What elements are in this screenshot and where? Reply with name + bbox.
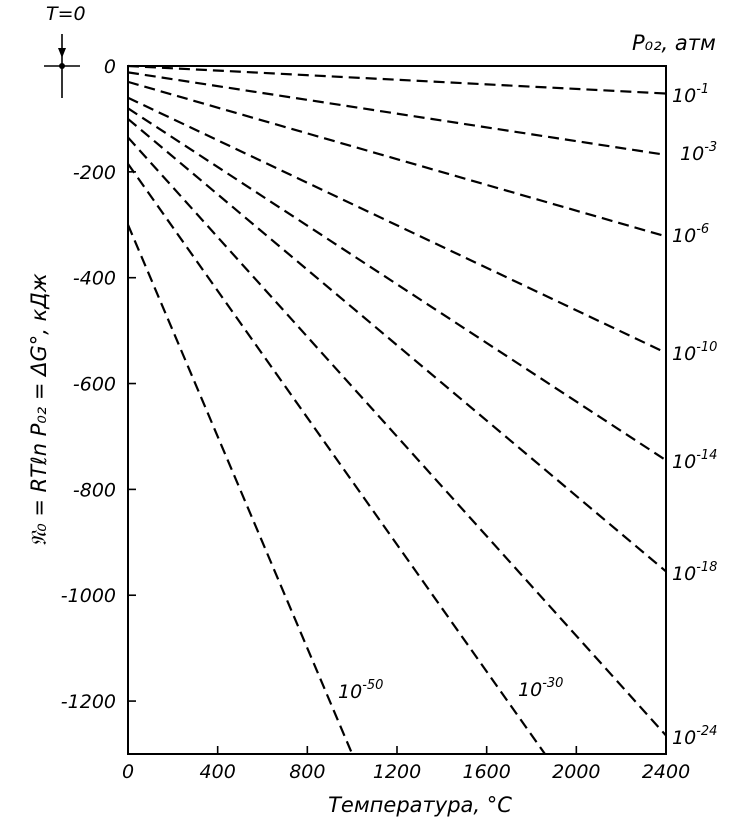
right-axis-title: P₀₂, атм	[632, 31, 716, 55]
x-tick-label: 2000	[552, 761, 600, 783]
y-tick-label: -400	[73, 268, 116, 290]
series-line-0	[127, 64, 667, 95]
y-tick-label: -1200	[61, 691, 116, 713]
series-line-7	[127, 163, 546, 755]
series-line-5	[127, 118, 667, 573]
y-tick-label: -200	[73, 162, 116, 184]
series-line-3	[127, 96, 667, 354]
series-label-0: 10-1	[672, 82, 709, 107]
series-line-2	[127, 80, 667, 238]
series-lines	[126, 64, 667, 755]
y-axis-title: 𝔑₀ = RTℓn P₀₂ = ΔG°, кДж	[27, 273, 51, 546]
series-label-3: 10-10	[672, 340, 717, 365]
series-label-1: 10-3	[680, 140, 717, 165]
x-axis-ticks: 0 400 800 1200 1600 2000 2400	[122, 746, 690, 783]
series-label-4: 10-14	[672, 448, 717, 473]
series-label-2: 10-6	[672, 222, 709, 247]
y-tick-label: 0	[104, 56, 116, 78]
corner-label: T=0	[46, 3, 86, 25]
series-line-4	[127, 107, 667, 462]
x-axis-title: Температура, °С	[328, 793, 512, 817]
series-label-7: 10-30	[518, 676, 563, 701]
series-label-5: 10-18	[672, 560, 717, 585]
y-tick-label: -600	[73, 374, 116, 396]
t-zero-marker	[44, 34, 80, 98]
x-tick-label: 1600	[462, 761, 510, 783]
series-label-8: 10-50	[338, 678, 383, 703]
x-tick-label: 0	[122, 761, 134, 783]
x-tick-label: 1200	[373, 761, 421, 783]
plot-frame	[127, 65, 667, 755]
series-label-6: 10-24	[672, 724, 717, 749]
series-line-8	[126, 224, 354, 755]
series-labels: 10-1 10-3 10-6 10-10 10-14 10-18 10-24 10-30 10-…	[338, 82, 717, 749]
y-tick-label: -800	[73, 479, 116, 501]
series-line-6	[127, 136, 667, 737]
y-tick-label: -1000	[61, 585, 116, 607]
x-tick-label: 400	[200, 761, 236, 783]
y-axis-ticks: 0 -200 -400 -600 -800 -1000 -1200	[61, 56, 136, 713]
x-tick-label: 2400	[642, 761, 690, 783]
series-line-1	[127, 71, 667, 156]
x-tick-label: 800	[289, 761, 325, 783]
